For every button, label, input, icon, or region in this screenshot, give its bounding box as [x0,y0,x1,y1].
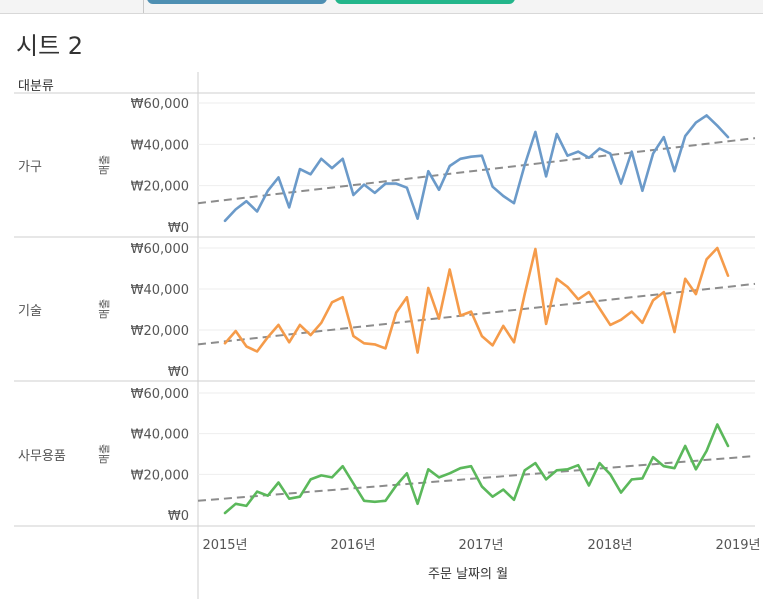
row-label-furniture: 가구 [18,160,42,175]
x-tick-label: 2018년 [587,538,632,553]
y-tick-label: ₩20,000 [131,180,189,195]
y-tick-label: ₩60,000 [131,387,189,402]
y-tick-label: ₩0 [168,509,189,524]
y-tick-label: ₩20,000 [131,468,189,483]
y-tick-label: ₩0 [168,221,189,236]
row-label-technology: 기술 [18,304,42,319]
y-tick-label: ₩40,000 [131,428,189,443]
x-tick-label: 2017년 [458,538,503,553]
row-header-label: 대분류 [18,79,54,94]
x-tick-label: 2015년 [202,538,247,553]
y-tick-label: ₩0 [168,365,189,380]
toolbar-pill-blue[interactable] [147,0,327,4]
series-line-2 [223,246,730,354]
top-tab-strip [0,0,763,14]
y-tick-label: ₩60,000 [131,242,189,257]
series-line-1 [223,114,730,223]
y-tick-label: ₩60,000 [131,97,189,112]
series-line-3 [223,423,730,515]
y-tick-label: ₩40,000 [131,138,189,153]
x-axis-title: 주문 날짜의 월 [428,567,509,582]
x-tick-label: 2019년 [715,538,760,553]
x-tick-label: 2016년 [330,538,375,553]
tab-separator [143,0,144,13]
y-tick-label: ₩20,000 [131,324,189,339]
trend-line-2 [197,282,756,346]
toolbar-pill-green[interactable] [335,0,515,4]
trend-line-1 [197,137,756,205]
y-tick-label: ₩40,000 [131,283,189,298]
row-label-office-supplies: 사무용품 [18,449,66,464]
sheet-title: 시트 2 [16,32,84,60]
